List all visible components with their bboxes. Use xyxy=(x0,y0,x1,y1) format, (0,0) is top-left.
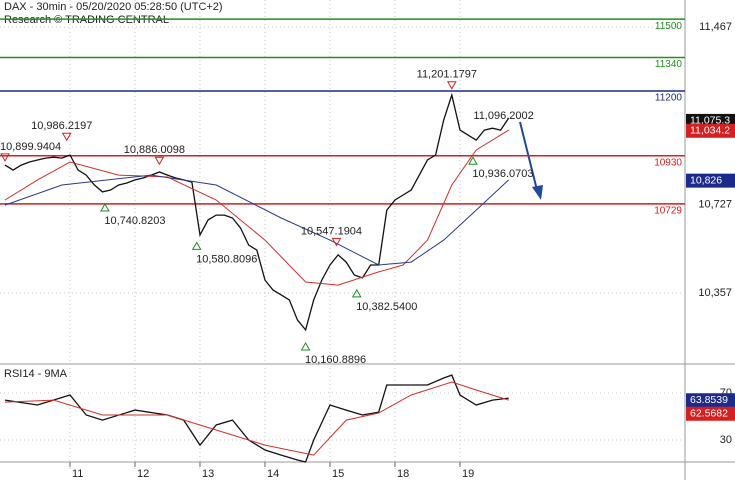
y-tick-label: 10,727 xyxy=(698,198,732,210)
last-value-box xyxy=(686,406,735,421)
peak-marker xyxy=(61,132,72,142)
annotation: 11,096.2002 xyxy=(473,110,533,122)
series-line xyxy=(4,129,509,286)
peak-marker xyxy=(154,156,165,166)
x-tick-label: 14 xyxy=(267,468,279,480)
y-tick-label: 11,467 xyxy=(699,21,732,33)
last-value-label: 62.5682 xyxy=(690,408,728,420)
last-value-label: 63.8539 xyxy=(690,394,728,406)
peak-marker xyxy=(0,153,10,162)
forecast-arrowhead xyxy=(532,185,543,200)
trough-marker xyxy=(468,156,478,165)
y-tick-label: 10,357 xyxy=(698,287,732,299)
last-value-box xyxy=(686,393,735,408)
trough-marker xyxy=(191,241,202,250)
last-value-label: 10,826 xyxy=(690,174,722,186)
level-label: 11500 xyxy=(655,21,683,32)
last-value-label: 11,075.3 xyxy=(690,115,730,127)
annotation: 10,382.5400 xyxy=(356,301,417,313)
x-tick-label: 13 xyxy=(202,468,214,480)
trough-marker xyxy=(100,203,110,212)
x-tick-label: 19 xyxy=(462,468,474,480)
last-value-box xyxy=(686,173,735,188)
annotation: 11,201.1797 xyxy=(417,69,477,81)
level-label: 10729 xyxy=(654,206,682,217)
x-tick-label: 18 xyxy=(397,468,409,480)
last-value-box xyxy=(686,123,735,138)
annotation: 10,899.9404 xyxy=(0,141,61,153)
rsi-title: RSI14 - 9MA xyxy=(4,368,68,380)
series-line xyxy=(4,92,510,332)
peak-marker xyxy=(331,237,342,247)
trough-marker xyxy=(351,288,362,298)
annotation: 10,986.2197 xyxy=(31,120,92,132)
x-tick-label: 11 xyxy=(72,468,83,480)
x-tick-label: 15 xyxy=(332,468,344,480)
annotation: 10,580.8096 xyxy=(196,253,257,265)
annotation: 10,936.0703 xyxy=(472,168,533,180)
y-tick-label: 30 xyxy=(720,434,732,446)
level-label: 11200 xyxy=(655,93,683,104)
chart-title: DAX - 30min - 05/20/2020 05:28:50 (UTC+2… xyxy=(4,1,223,13)
series-line xyxy=(4,381,509,456)
level-label: 10930 xyxy=(654,157,682,168)
peak-marker xyxy=(446,81,457,90)
series-line xyxy=(4,374,509,463)
x-tick-label: 12 xyxy=(137,468,149,480)
trough-marker xyxy=(300,341,311,351)
annotation: 10,886.0098 xyxy=(124,144,185,156)
annotation: 10,547.1904 xyxy=(301,225,362,237)
last-value-label: 11,034.2 xyxy=(690,125,730,137)
series-line xyxy=(4,174,510,266)
annotation: 10,740.8203 xyxy=(104,215,165,227)
annotation: 10,160.8896 xyxy=(305,354,366,366)
level-label: 11340 xyxy=(655,59,683,70)
